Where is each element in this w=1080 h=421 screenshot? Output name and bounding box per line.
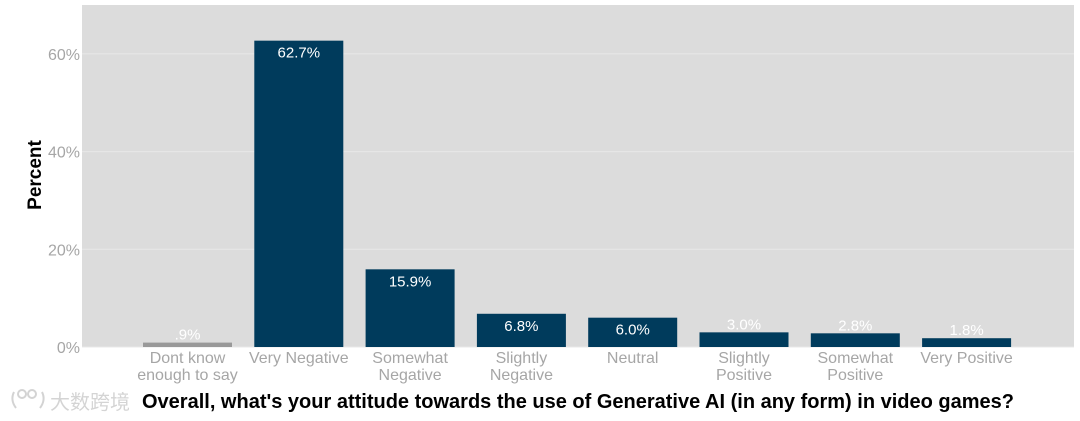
bar xyxy=(699,332,789,347)
bars xyxy=(143,40,1012,348)
x-axis-ticks: Dont know enough to say Very Negative Somew… xyxy=(137,350,1013,384)
bar-data-label: 2.8% xyxy=(838,317,872,334)
data-labels: .9% 62.7% 15.9% 6.8% 6.0% 3.0% 2.8% 1.8% xyxy=(175,45,984,344)
bar-data-label: 62.7% xyxy=(278,45,321,62)
x-tick-label: Very Negative xyxy=(249,350,349,367)
x-tick-label: Very Positive xyxy=(920,350,1013,367)
x-tick-label: Slightly Positive xyxy=(716,350,772,384)
bar xyxy=(143,342,232,347)
bar xyxy=(365,269,455,347)
x-tick-label: Somewhat Negative xyxy=(372,350,448,384)
bar xyxy=(588,317,678,347)
plot-panel xyxy=(82,5,1074,347)
x-tick-label: Dont know enough to say xyxy=(137,350,238,384)
y-axis-label: Percent xyxy=(25,139,46,209)
y-axis-ticks: 0% 20% 40% 60% xyxy=(48,47,80,357)
x-tick-label: Somewhat Positive xyxy=(818,350,894,384)
bar-data-label: 6.8% xyxy=(504,318,538,335)
y-tick-label: 0% xyxy=(57,340,80,357)
watermark: 大数跨境 xyxy=(11,389,130,414)
x-tick-label: Slightly Negative xyxy=(490,350,553,384)
gridlines xyxy=(82,53,1074,348)
y-tick-label: 60% xyxy=(48,47,80,64)
bar xyxy=(922,338,1012,347)
bar xyxy=(810,333,900,347)
bar-data-label: 1.8% xyxy=(949,322,983,339)
bar-data-label: .9% xyxy=(175,327,201,344)
x-tick-label: Neutral xyxy=(607,350,659,367)
x-axis-label: Overall, what's your attitude towards th… xyxy=(142,391,1014,413)
y-tick-label: 40% xyxy=(48,145,80,162)
bar xyxy=(254,40,344,348)
bar-data-label: 3.0% xyxy=(727,316,761,333)
logo-icon xyxy=(11,389,45,409)
bar-data-label: 6.0% xyxy=(616,322,650,339)
bar-data-label: 15.9% xyxy=(389,273,432,290)
bar xyxy=(476,313,566,347)
watermark-text: 大数跨境 xyxy=(50,390,130,414)
y-tick-label: 20% xyxy=(48,242,80,259)
